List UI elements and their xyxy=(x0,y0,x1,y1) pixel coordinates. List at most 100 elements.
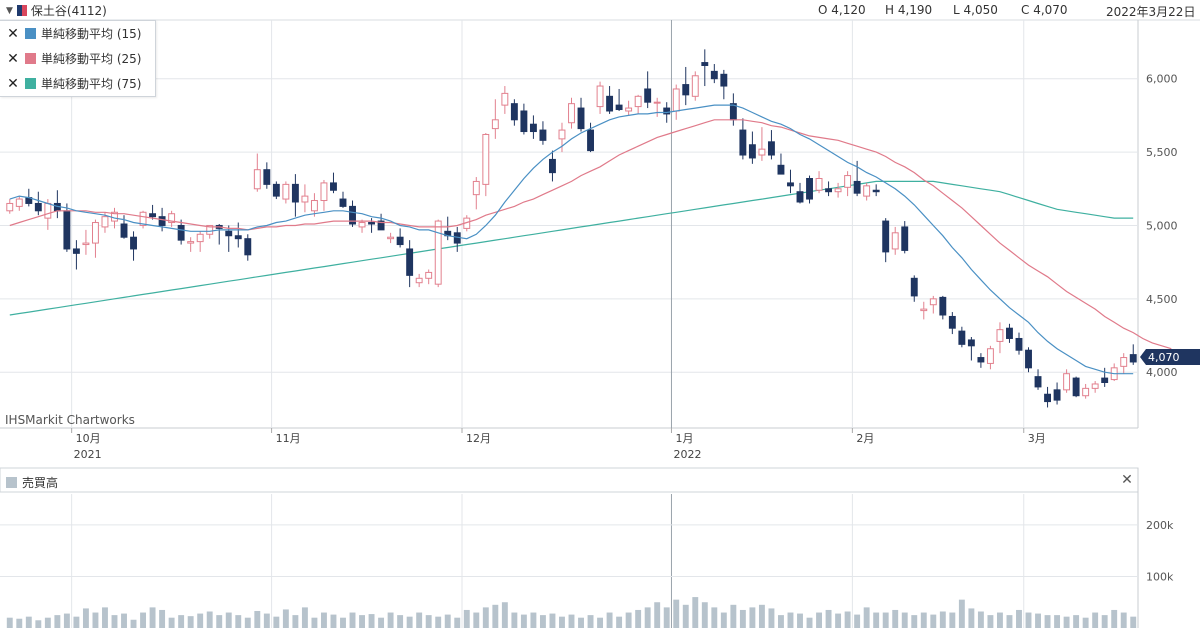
candle-body xyxy=(920,308,928,312)
candle-body xyxy=(272,183,280,197)
candle-body xyxy=(615,104,623,111)
candle-body xyxy=(177,224,185,241)
candle-body xyxy=(910,277,918,297)
volume-bar xyxy=(654,602,661,628)
volume-bar xyxy=(816,612,822,628)
volume-bar xyxy=(359,615,365,628)
volume-bar xyxy=(178,615,185,628)
volume-bar xyxy=(1082,617,1089,628)
candle-body xyxy=(834,188,842,193)
volume-bar xyxy=(301,607,308,628)
volume-bar xyxy=(806,617,813,628)
candle-body xyxy=(120,223,128,238)
volume-tick-label: 100k xyxy=(1146,570,1174,583)
volume-bar xyxy=(530,612,537,628)
candle-body xyxy=(806,178,813,200)
candle-body xyxy=(158,216,166,226)
candle-body xyxy=(187,241,195,244)
candle-body xyxy=(330,182,337,191)
volume-bar xyxy=(1054,615,1061,628)
volume-bar xyxy=(987,615,994,628)
caret-down-icon[interactable]: ▼ xyxy=(6,5,13,16)
volume-bar xyxy=(673,599,680,628)
volume-bar xyxy=(225,612,232,628)
swatch-ma25 xyxy=(25,53,36,64)
volume-bar xyxy=(616,616,623,628)
volume-bar xyxy=(930,614,937,628)
candle-body xyxy=(844,175,852,188)
volume-bar xyxy=(549,613,556,628)
volume-bar xyxy=(25,616,32,628)
volume-bar xyxy=(720,612,727,628)
candle-body xyxy=(206,224,214,235)
ma15-series xyxy=(9,104,1134,375)
candle-body xyxy=(1129,354,1137,363)
open-value: O 4,120 xyxy=(818,3,866,17)
volume-bar xyxy=(168,617,175,628)
volume-bar xyxy=(501,602,508,628)
volume-bar xyxy=(996,612,1003,628)
volume-bar xyxy=(682,604,689,628)
volume-bar xyxy=(1063,616,1070,628)
candle-body xyxy=(520,110,528,133)
year-label: 2022 xyxy=(673,448,701,461)
candle-body xyxy=(529,123,537,133)
legend-item-ma25[interactable]: ✕ 単純移動平均 (25) xyxy=(0,46,155,71)
ma25-series xyxy=(9,119,1172,350)
candle-body xyxy=(967,339,975,347)
candle-body xyxy=(244,238,252,256)
candle-body xyxy=(263,169,271,185)
watermark: IHSMarkit Chartworks xyxy=(5,413,135,427)
volume-bar xyxy=(968,608,975,628)
legend-item-ma75[interactable]: ✕ 単純移動平均 (75) xyxy=(0,71,155,96)
high-value: H 4,190 xyxy=(885,3,933,17)
low-value: L 4,050 xyxy=(953,3,998,17)
volume-bar xyxy=(1044,615,1051,628)
volume-bar xyxy=(149,607,156,628)
volume-bar xyxy=(235,615,242,628)
candle-body xyxy=(710,70,718,80)
volume-bar xyxy=(1073,615,1080,628)
candle-body xyxy=(253,169,261,190)
remove-icon[interactable]: ✕ xyxy=(7,25,19,42)
volume-bar xyxy=(559,616,565,628)
candle-body xyxy=(948,315,956,329)
volume-bar xyxy=(454,617,461,628)
volume-bar xyxy=(587,615,594,628)
candle-body xyxy=(406,248,414,276)
volume-bar xyxy=(663,607,670,628)
volume-bar xyxy=(768,608,775,628)
price-tick-label: 6,000 xyxy=(1146,73,1178,86)
candle-body xyxy=(387,236,395,240)
volume-bar xyxy=(1035,613,1041,628)
candle-body xyxy=(225,230,233,237)
volume-bar xyxy=(244,617,251,628)
close-icon[interactable]: ✕ xyxy=(1121,472,1133,488)
legend-item-ma15[interactable]: ✕ 単純移動平均 (15) xyxy=(0,21,155,46)
volume-bar xyxy=(92,612,99,628)
ticker-selector[interactable]: ▼ 保土谷(4112) xyxy=(6,2,107,19)
candle-body xyxy=(234,235,242,240)
volume-bar xyxy=(854,614,861,628)
remove-icon[interactable]: ✕ xyxy=(7,75,19,92)
candle-body xyxy=(634,95,642,108)
volume-bar xyxy=(1016,609,1022,628)
candle-body xyxy=(6,202,14,212)
volume-bar xyxy=(568,614,575,628)
candle-body xyxy=(196,233,204,243)
volume-bar xyxy=(739,609,746,628)
volume-bar xyxy=(6,617,13,628)
volume-bar xyxy=(701,602,708,628)
volume-bar xyxy=(901,612,908,628)
candle-body xyxy=(472,180,480,196)
volume-bar xyxy=(130,619,137,628)
candle-body xyxy=(415,277,423,284)
volume-bar xyxy=(844,611,851,628)
candle-body xyxy=(720,73,728,87)
remove-icon[interactable]: ✕ xyxy=(7,50,19,67)
candle-body xyxy=(168,213,176,224)
volume-bar xyxy=(711,607,718,628)
volume-bar xyxy=(463,609,470,628)
candle-body xyxy=(891,232,899,250)
